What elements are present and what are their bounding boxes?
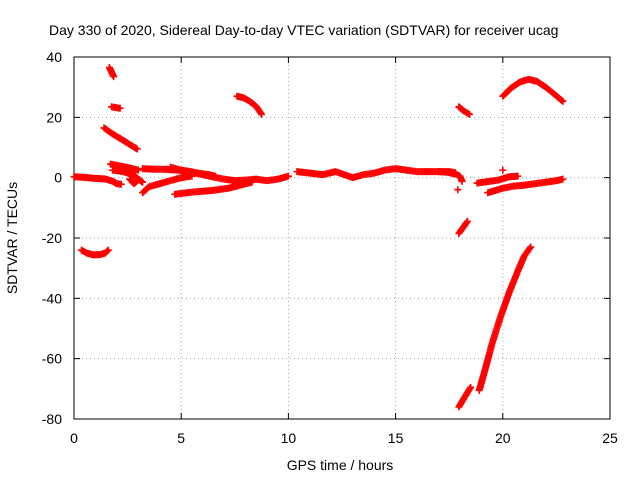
series-track-21	[473, 172, 522, 187]
x-axis-label: GPS time / hours	[287, 457, 394, 473]
axes	[73, 56, 611, 420]
series-track-3	[105, 64, 118, 81]
series-track-23	[484, 175, 567, 197]
data-point	[466, 110, 474, 118]
data-point	[454, 186, 462, 194]
data-point	[132, 178, 140, 186]
y-tick-label: -40	[42, 290, 62, 306]
data-point	[463, 219, 471, 227]
y-tick-label: 0	[54, 170, 62, 186]
series-track-6	[106, 160, 142, 174]
data-point	[466, 385, 474, 393]
series-track-19	[455, 383, 475, 411]
data-point	[139, 178, 147, 186]
x-tick-label: 20	[495, 430, 511, 446]
y-tick-label: 20	[46, 109, 62, 125]
data-point	[467, 383, 475, 391]
grid-lines	[74, 57, 610, 419]
data-point	[514, 172, 522, 180]
series-track-15	[434, 168, 466, 185]
series-track-20	[475, 243, 535, 394]
x-tick-label: 15	[388, 430, 404, 446]
data-point	[133, 145, 141, 153]
series-track-8	[126, 175, 141, 188]
y-axis-label: SDTVAR / TECUs	[4, 182, 20, 294]
data-point	[526, 244, 534, 252]
data-point	[110, 73, 118, 81]
series-track-22	[499, 166, 507, 174]
x-tick-label: 10	[281, 430, 297, 446]
data-point	[258, 110, 266, 118]
data-point	[284, 172, 292, 180]
y-tick-label: -60	[42, 351, 62, 367]
data-point	[558, 96, 566, 104]
data-point	[499, 166, 507, 174]
y-tick-label: -20	[42, 230, 62, 246]
data-point	[559, 175, 567, 183]
series-track-14	[293, 165, 460, 182]
data-point	[527, 243, 535, 251]
x-tick-label: 5	[177, 430, 185, 446]
series-track-2	[78, 246, 112, 259]
series-track-13	[233, 92, 266, 118]
series-track-5	[100, 124, 141, 153]
data-point	[117, 180, 125, 188]
data-point	[133, 177, 141, 185]
series-track-9	[139, 172, 196, 197]
series-track-17	[455, 103, 474, 118]
data-point	[104, 246, 112, 254]
chart-title: Day 330 of 2020, Sidereal Day-to-day VTE…	[49, 22, 558, 38]
series-track-4	[108, 103, 124, 112]
data-point	[463, 217, 471, 225]
series-track-1	[70, 173, 125, 188]
data-point	[559, 97, 567, 105]
series-track-24	[499, 75, 567, 105]
y-tick-label: -80	[42, 411, 62, 427]
data-point	[257, 109, 265, 117]
data-point	[103, 247, 111, 255]
x-tick-label: 25	[602, 430, 618, 446]
series-track-11	[166, 163, 292, 185]
data-point	[248, 178, 256, 186]
y-tick-label: 40	[46, 49, 62, 65]
series-track-18	[455, 217, 471, 237]
data-point	[134, 166, 142, 174]
data-point	[116, 104, 124, 112]
series-track-12	[171, 178, 256, 198]
tick-labels: 0 5 10 15 20 25 -80 -60 -40 -20 0 20 40	[42, 49, 618, 446]
data-point	[458, 177, 466, 185]
data-points	[70, 64, 567, 411]
series-track-16	[454, 186, 462, 194]
x-tick-label: 0	[70, 430, 78, 446]
